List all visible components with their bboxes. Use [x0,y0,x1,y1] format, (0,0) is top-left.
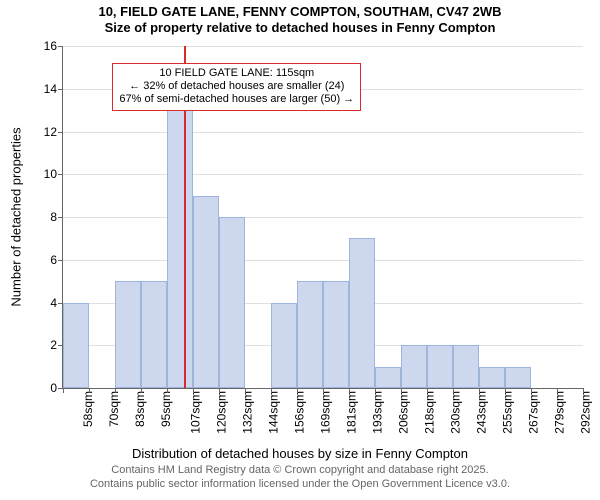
histogram-bar [219,217,245,388]
y-tick-label: 12 [44,125,63,139]
y-tick-label: 6 [50,253,63,267]
x-tick-label: 279sqm [552,391,566,434]
callout-line: 67% of semi-detached houses are larger (… [119,93,354,106]
x-tick-label: 267sqm [526,391,540,434]
x-tick-mark [583,388,584,393]
histogram-bar [115,281,141,388]
x-tick-mark [531,388,532,393]
y-tick-label: 2 [50,338,63,352]
histogram-bar [141,281,167,388]
x-tick-label: 58sqm [81,391,95,427]
x-tick-mark [245,388,246,393]
histogram-bar [323,281,349,388]
x-tick-mark [141,388,142,393]
plot-area: 024681012141658sqm70sqm83sqm95sqm107sqm1… [62,46,583,389]
x-tick-mark [297,388,298,393]
histogram-bar [505,367,531,388]
histogram-bar [271,303,297,389]
x-tick-label: 120sqm [214,391,228,434]
x-tick-label: 292sqm [578,391,592,434]
y-tick-label: 0 [50,381,63,395]
x-tick-label: 83sqm [133,391,147,427]
y-tick-label: 10 [44,167,63,181]
x-tick-label: 243sqm [474,391,488,434]
x-tick-mark [427,388,428,393]
y-tick-label: 14 [44,82,63,96]
gridline [63,46,583,47]
callout-line: ← 32% of detached houses are smaller (24… [119,80,354,93]
x-tick-mark [349,388,350,393]
gridline [63,260,583,261]
callout-box: 10 FIELD GATE LANE: 115sqm← 32% of detac… [112,63,361,111]
x-tick-mark [219,388,220,393]
attribution: Contains HM Land Registry data © Crown c… [0,464,600,492]
x-tick-mark [193,388,194,393]
chart-title: 10, FIELD GATE LANE, FENNY COMPTON, SOUT… [0,4,600,37]
histogram-chart: 10, FIELD GATE LANE, FENNY COMPTON, SOUT… [0,0,600,500]
callout-line: 10 FIELD GATE LANE: 115sqm [119,67,354,80]
attribution-line-2: Contains public sector information licen… [0,478,600,492]
y-tick-label: 16 [44,39,63,53]
x-tick-mark [479,388,480,393]
y-tick-label: 8 [50,210,63,224]
x-tick-mark [167,388,168,393]
x-tick-mark [89,388,90,393]
x-tick-label: 218sqm [422,391,436,434]
histogram-bar [193,196,219,388]
y-tick-label: 4 [50,296,63,310]
histogram-bar [479,367,505,388]
histogram-bar [349,238,375,388]
y-axis-label: Number of detached properties [9,127,24,306]
attribution-line-1: Contains HM Land Registry data © Crown c… [0,464,600,478]
x-tick-label: 181sqm [344,391,358,434]
x-tick-label: 206sqm [396,391,410,434]
histogram-bar [167,110,193,388]
x-tick-label: 107sqm [188,391,202,434]
x-tick-label: 156sqm [292,391,306,434]
x-tick-label: 193sqm [370,391,384,434]
x-tick-mark [323,388,324,393]
title-line-2: Size of property relative to detached ho… [0,20,600,36]
x-tick-label: 230sqm [448,391,462,434]
x-tick-mark [115,388,116,393]
x-tick-mark [505,388,506,393]
x-tick-mark [271,388,272,393]
histogram-bar [453,345,479,388]
x-tick-label: 95sqm [159,391,173,427]
x-tick-mark [375,388,376,393]
x-tick-label: 70sqm [107,391,121,427]
gridline [63,132,583,133]
x-tick-mark [63,388,64,393]
x-tick-label: 255sqm [500,391,514,434]
histogram-bar [297,281,323,388]
x-tick-mark [401,388,402,393]
gridline [63,174,583,175]
x-tick-mark [453,388,454,393]
x-axis-label: Distribution of detached houses by size … [0,446,600,461]
histogram-bar [375,367,401,388]
x-tick-label: 132sqm [240,391,254,434]
x-tick-label: 144sqm [266,391,280,434]
histogram-bar [401,345,427,388]
title-line-1: 10, FIELD GATE LANE, FENNY COMPTON, SOUT… [0,4,600,20]
gridline [63,217,583,218]
x-tick-label: 169sqm [318,391,332,434]
x-tick-mark [557,388,558,393]
histogram-bar [427,345,453,388]
histogram-bar [63,303,89,389]
